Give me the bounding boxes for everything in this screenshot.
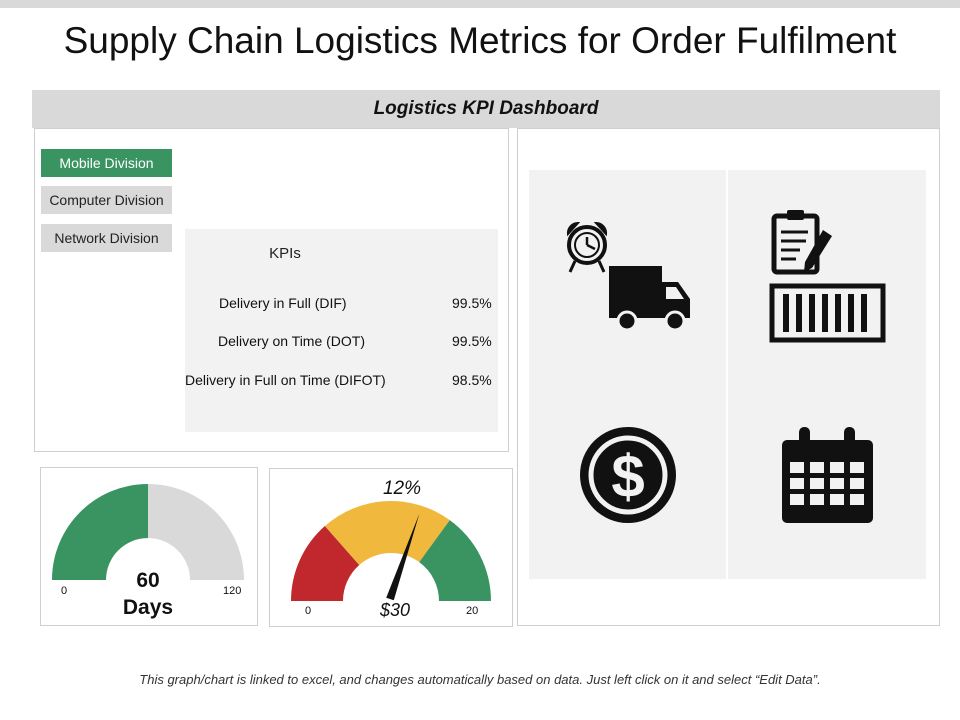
kpi-value-dif: 99.5% bbox=[452, 295, 492, 311]
cost-gauge-red-band bbox=[291, 525, 360, 601]
computer-division-button[interactable]: Computer Division bbox=[41, 186, 172, 214]
days-gauge-fill bbox=[52, 484, 148, 580]
cost-gauge-max-label: 20 bbox=[466, 605, 479, 617]
footnote: This graph/chart is linked to excel, and… bbox=[139, 672, 821, 687]
kpi-label-dif: Delivery in Full (DIF) bbox=[219, 295, 347, 311]
cost-gauge-yellow-band bbox=[324, 500, 450, 565]
cost-gauge-min-label: 0 bbox=[305, 605, 312, 617]
dashboard-header: Logistics KPI Dashboard bbox=[32, 90, 940, 128]
kpi-label-dot: Delivery on Time (DOT) bbox=[218, 333, 366, 349]
cost-gauge-value: $30 bbox=[379, 600, 411, 620]
days-gauge-value: 60 bbox=[136, 569, 160, 592]
page-title: Supply Chain Logistics Metrics for Order… bbox=[63, 20, 897, 61]
kpi-table: KPIs Delivery in Full (DIF) 99.5% Delive… bbox=[185, 229, 498, 432]
cost-gauge-needle bbox=[386, 513, 420, 601]
mobile-division-button[interactable]: Mobile Division bbox=[41, 149, 172, 177]
kpi-table-title: KPIs bbox=[269, 245, 301, 262]
kpi-value-difot: 98.5% bbox=[452, 372, 492, 388]
network-division-button[interactable]: Network Division bbox=[41, 224, 172, 252]
kpi-value-dot: 99.5% bbox=[452, 333, 492, 349]
days-gauge-min-label: 0 bbox=[61, 585, 68, 597]
top-strip bbox=[0, 0, 960, 8]
days-gauge-unit: Days bbox=[122, 596, 174, 619]
cost-gauge-percent: 12% bbox=[382, 478, 422, 499]
days-gauge-max-label: 120 bbox=[223, 585, 242, 597]
kpi-label-difot: Delivery in Full on Time (DIFOT) bbox=[185, 372, 386, 388]
cost-gauge-green-band bbox=[419, 520, 491, 601]
